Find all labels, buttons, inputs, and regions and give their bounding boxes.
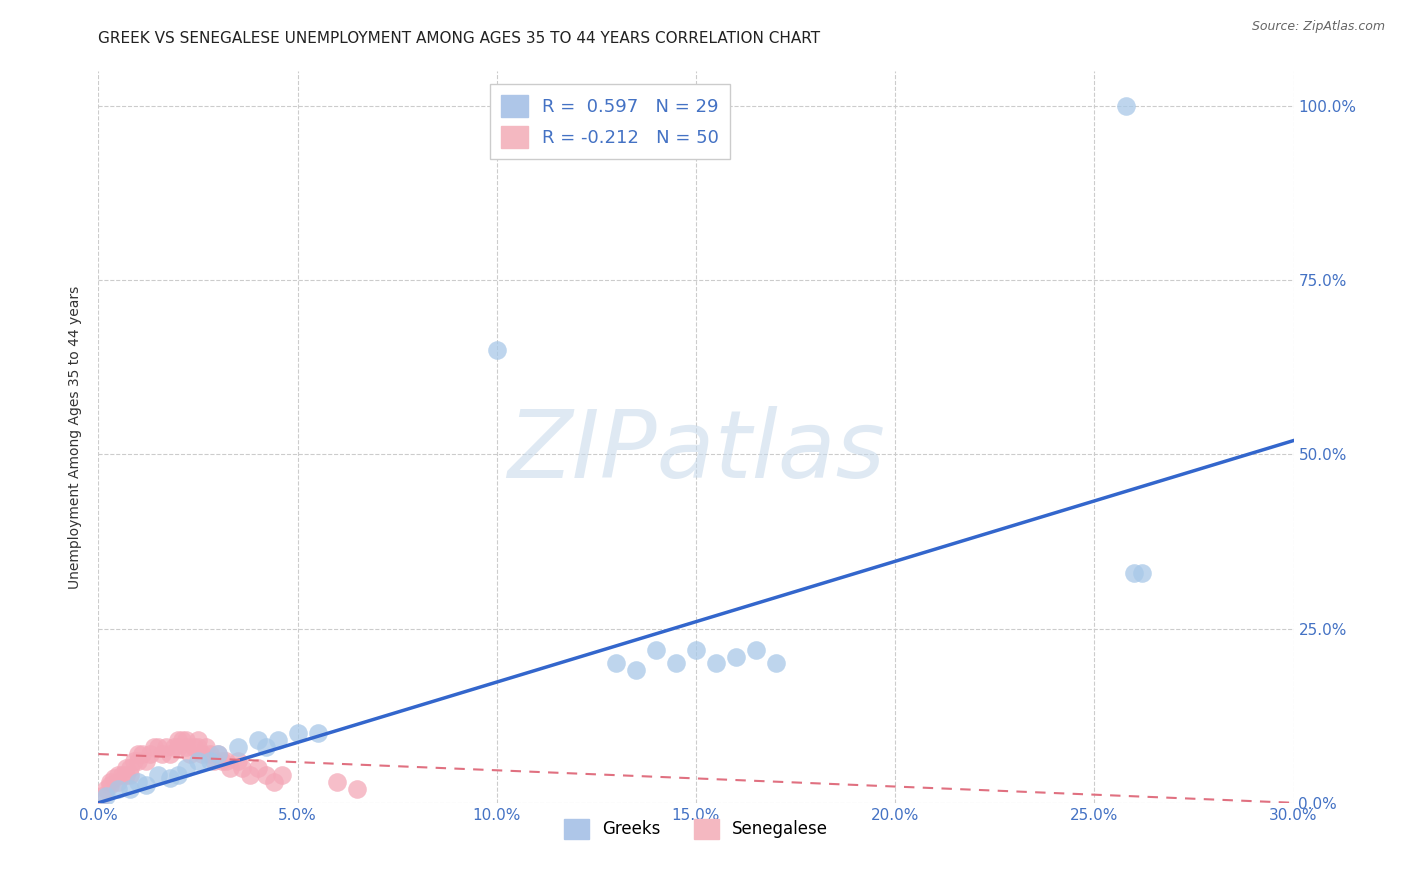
Point — [1115, 99, 1137, 113]
Point — [685, 642, 707, 657]
Point — [187, 740, 209, 755]
Point — [246, 761, 269, 775]
Point — [263, 775, 285, 789]
Point — [226, 754, 249, 768]
Point — [127, 754, 149, 768]
Point — [191, 747, 214, 761]
Point — [211, 754, 233, 768]
Point — [107, 768, 129, 782]
Point — [215, 754, 238, 768]
Point — [159, 747, 181, 761]
Point — [143, 740, 166, 755]
Point — [98, 778, 122, 792]
Point — [267, 733, 290, 747]
Point — [111, 768, 134, 782]
Point — [98, 775, 122, 789]
Point — [207, 747, 229, 761]
Point — [179, 747, 201, 761]
Point — [270, 768, 292, 782]
Point — [198, 754, 221, 768]
Point — [183, 740, 205, 755]
Point — [765, 657, 787, 671]
Point — [254, 740, 277, 755]
Point — [174, 733, 197, 747]
Point — [96, 781, 118, 796]
Point — [207, 747, 229, 761]
Point — [131, 747, 153, 761]
Point — [120, 781, 142, 796]
Point — [167, 740, 190, 755]
Point — [139, 747, 162, 761]
Point — [107, 781, 129, 796]
Point — [172, 733, 194, 747]
Point — [287, 726, 309, 740]
Text: Source: ZipAtlas.com: Source: ZipAtlas.com — [1251, 20, 1385, 33]
Point — [135, 778, 157, 792]
Point — [148, 740, 170, 755]
Point — [198, 747, 221, 761]
Point — [120, 761, 142, 775]
Point — [163, 740, 186, 755]
Point — [124, 754, 146, 768]
Point — [195, 740, 218, 755]
Point — [187, 754, 209, 768]
Point — [120, 768, 142, 782]
Point — [239, 768, 262, 782]
Point — [150, 747, 173, 761]
Point — [246, 733, 269, 747]
Point — [159, 772, 181, 786]
Point — [626, 664, 648, 678]
Point — [254, 768, 277, 782]
Point — [155, 740, 177, 755]
Point — [127, 775, 149, 789]
Point — [167, 733, 190, 747]
Point — [645, 642, 668, 657]
Point — [219, 761, 242, 775]
Point — [167, 768, 190, 782]
Legend: Greeks, Senegalese: Greeks, Senegalese — [557, 812, 835, 846]
Point — [135, 754, 157, 768]
Point — [346, 781, 368, 796]
Point — [96, 789, 118, 803]
Point — [231, 761, 253, 775]
Point — [605, 657, 627, 671]
Point — [665, 657, 688, 671]
Point — [115, 768, 138, 782]
Point — [127, 747, 149, 761]
Text: ZIPatlas: ZIPatlas — [508, 406, 884, 497]
Point — [187, 733, 209, 747]
Point — [148, 768, 170, 782]
Y-axis label: Unemployment Among Ages 35 to 44 years: Unemployment Among Ages 35 to 44 years — [69, 285, 83, 589]
Point — [326, 775, 349, 789]
Point — [115, 761, 138, 775]
Point — [202, 754, 225, 768]
Point — [704, 657, 727, 671]
Point — [103, 772, 125, 786]
Point — [307, 726, 329, 740]
Point — [174, 761, 197, 775]
Point — [91, 789, 114, 803]
Point — [745, 642, 768, 657]
Point — [1123, 566, 1146, 580]
Point — [226, 740, 249, 755]
Point — [107, 775, 129, 789]
Point — [724, 649, 747, 664]
Point — [1130, 566, 1153, 580]
Point — [174, 740, 197, 755]
Text: GREEK VS SENEGALESE UNEMPLOYMENT AMONG AGES 35 TO 44 YEARS CORRELATION CHART: GREEK VS SENEGALESE UNEMPLOYMENT AMONG A… — [98, 31, 821, 46]
Point — [485, 343, 508, 357]
